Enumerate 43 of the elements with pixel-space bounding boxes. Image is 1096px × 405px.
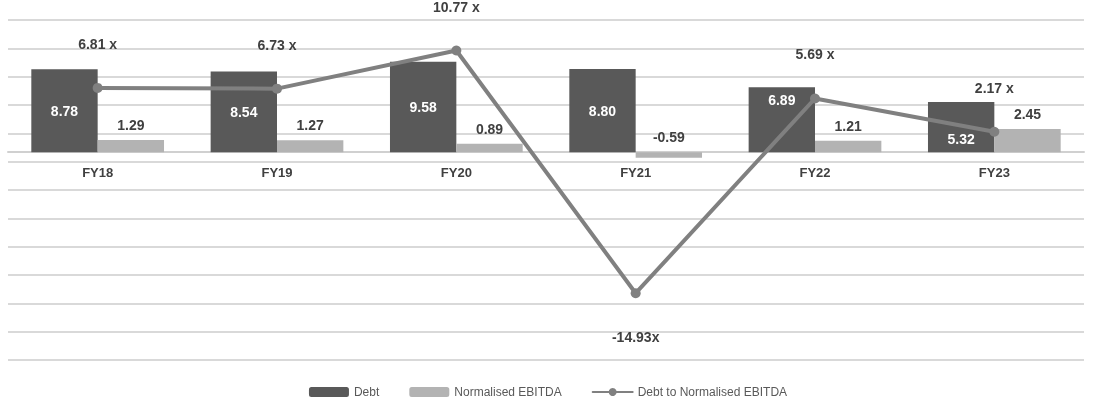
data-label: 1.29 xyxy=(117,117,145,134)
point xyxy=(92,82,103,93)
data-label: 6.81 x xyxy=(78,35,118,52)
bar xyxy=(815,140,882,153)
x-tick-label: FY21 xyxy=(620,165,652,181)
data-label: 6.73 x xyxy=(257,36,297,53)
data-label: 9.58 xyxy=(409,98,437,115)
x-tick-label: FY20 xyxy=(440,165,472,181)
bar xyxy=(31,69,98,153)
point xyxy=(989,126,1000,137)
data-label: 2.17 x xyxy=(974,79,1014,96)
data-label: 0.89 xyxy=(475,120,504,137)
legend-label: Debt to Normalised EBITDA xyxy=(637,385,788,399)
bar xyxy=(210,71,277,153)
x-tick-label: FY22 xyxy=(799,165,831,181)
data-label: -14.93x xyxy=(611,329,660,346)
data-label: 8.54 xyxy=(230,103,258,120)
point xyxy=(630,288,641,299)
data-label: 8.80 xyxy=(588,102,617,119)
data-label: 5.69 x xyxy=(795,46,835,63)
bar xyxy=(635,152,703,158)
bar xyxy=(456,143,523,153)
data-label: 1.21 xyxy=(834,117,863,134)
bar xyxy=(389,61,457,153)
point xyxy=(451,45,462,56)
bar xyxy=(994,129,1061,153)
x-tick-label: FY23 xyxy=(978,165,1010,181)
data-label: 10.77 x xyxy=(432,0,480,15)
bar xyxy=(569,69,636,153)
data-label: 2.45 xyxy=(1013,106,1042,123)
x-tick-label: FY19 xyxy=(261,165,293,181)
data-label: 1.27 xyxy=(296,117,325,134)
data-label: 5.32 xyxy=(947,131,975,148)
point xyxy=(272,83,282,94)
data-label: -0.59 xyxy=(652,129,686,146)
data-label: 8.78 xyxy=(50,102,79,119)
bar xyxy=(277,140,344,153)
legend-label: Debt xyxy=(353,385,380,399)
bar xyxy=(97,140,165,153)
legend-label: Normalised EBITDA xyxy=(454,385,562,399)
x-tick-label: FY18 xyxy=(82,165,114,181)
data-label: 6.89 xyxy=(768,92,796,109)
point xyxy=(810,93,820,104)
